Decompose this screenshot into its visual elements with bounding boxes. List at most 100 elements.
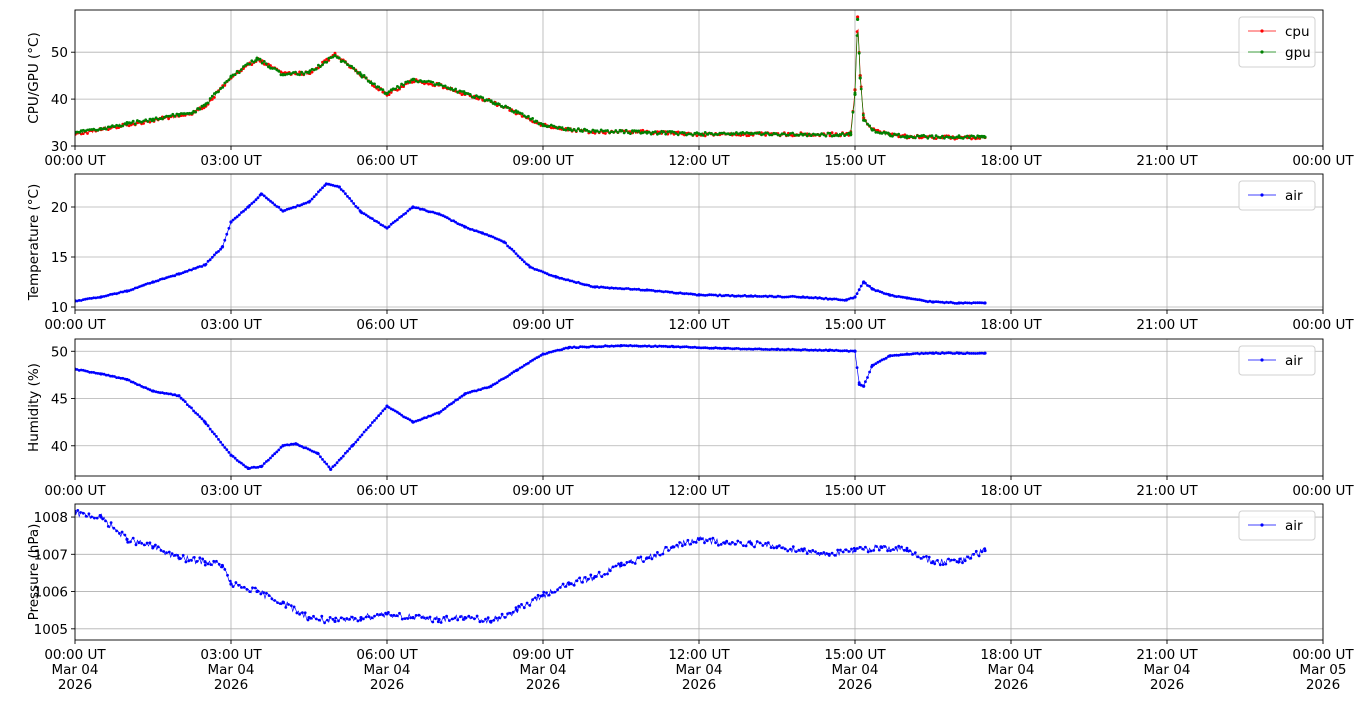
data-point <box>797 348 801 352</box>
data-point <box>957 135 961 139</box>
data-point <box>616 344 620 348</box>
data-point <box>381 224 385 227</box>
data-point <box>298 73 301 77</box>
data-point <box>323 460 326 464</box>
data-point <box>877 548 881 552</box>
data-point <box>362 430 366 434</box>
data-point <box>169 275 173 278</box>
data-point <box>502 106 505 109</box>
data-point <box>106 525 110 528</box>
data-point <box>812 132 815 136</box>
data-point <box>142 283 146 287</box>
data-point <box>356 71 360 75</box>
data-point <box>805 134 809 138</box>
data-point <box>337 619 340 623</box>
data-point <box>254 59 258 62</box>
data-point <box>294 442 298 446</box>
data-point <box>745 131 749 134</box>
data-point <box>445 86 449 90</box>
data-point <box>841 298 844 302</box>
data-point <box>378 613 382 616</box>
data-point <box>637 287 641 291</box>
data-point <box>718 346 722 350</box>
y-tick-label: 40 <box>51 92 68 108</box>
data-point <box>248 62 252 66</box>
data-point <box>547 350 551 354</box>
data-point <box>961 352 965 355</box>
data-point <box>237 460 241 464</box>
data-point <box>359 210 363 214</box>
data-point <box>119 290 123 294</box>
data-point <box>936 559 939 562</box>
data-point <box>300 203 304 207</box>
data-point <box>604 129 607 133</box>
data-point <box>302 202 306 206</box>
data-point <box>423 82 426 86</box>
data-point <box>876 360 880 364</box>
data-point <box>427 79 430 83</box>
data-point <box>522 114 526 118</box>
data-point <box>463 616 467 620</box>
data-point <box>306 618 310 622</box>
legend-swatch-marker <box>1260 193 1264 197</box>
data-point <box>169 114 173 118</box>
data-point <box>905 546 909 550</box>
x-tick-label: 00:00 UT <box>44 483 106 499</box>
data-point <box>173 393 177 397</box>
data-point <box>980 134 984 138</box>
data-point <box>819 552 823 555</box>
data-point <box>897 544 901 548</box>
data-point <box>585 345 589 349</box>
data-point <box>714 346 717 350</box>
data-point <box>231 73 235 77</box>
data-point <box>215 91 218 94</box>
data-point <box>511 610 515 614</box>
data-point <box>223 568 227 571</box>
data-point <box>508 106 512 110</box>
data-point <box>104 519 107 523</box>
data-point <box>226 573 229 577</box>
data-point <box>225 80 229 83</box>
data-point <box>977 554 981 558</box>
data-point <box>144 118 148 122</box>
data-point <box>126 540 130 544</box>
data-point <box>134 543 138 547</box>
data-point <box>811 549 815 552</box>
data-point <box>373 85 376 89</box>
data-point <box>671 545 675 549</box>
data-point <box>371 82 374 85</box>
data-point <box>593 345 597 349</box>
data-point <box>625 561 629 564</box>
data-point <box>148 117 152 121</box>
data-point <box>741 347 745 351</box>
data-point <box>223 81 227 85</box>
data-point <box>678 541 681 544</box>
data-point <box>919 557 923 560</box>
data-point <box>889 549 892 553</box>
x-tick-label: Mar 04 <box>520 662 567 678</box>
x-tick-label: 00:00 UT <box>44 317 106 333</box>
data-point <box>210 94 214 98</box>
data-point <box>473 389 476 393</box>
data-point <box>874 289 878 293</box>
data-point <box>356 206 360 210</box>
data-point <box>891 354 894 357</box>
data-point <box>481 98 485 102</box>
data-point <box>820 132 824 136</box>
data-point <box>112 526 116 530</box>
data-point <box>460 93 464 96</box>
data-point <box>194 266 198 270</box>
data-point <box>795 348 799 352</box>
data-point <box>154 390 158 394</box>
data-point <box>409 616 412 620</box>
data-point <box>512 370 516 374</box>
data-point <box>728 347 732 350</box>
data-point <box>325 60 329 64</box>
data-point <box>344 192 347 196</box>
data-point <box>348 447 351 451</box>
data-point <box>913 297 917 301</box>
data-point <box>373 419 376 422</box>
data-point <box>352 66 356 70</box>
data-point <box>506 106 509 109</box>
data-point <box>456 398 460 401</box>
